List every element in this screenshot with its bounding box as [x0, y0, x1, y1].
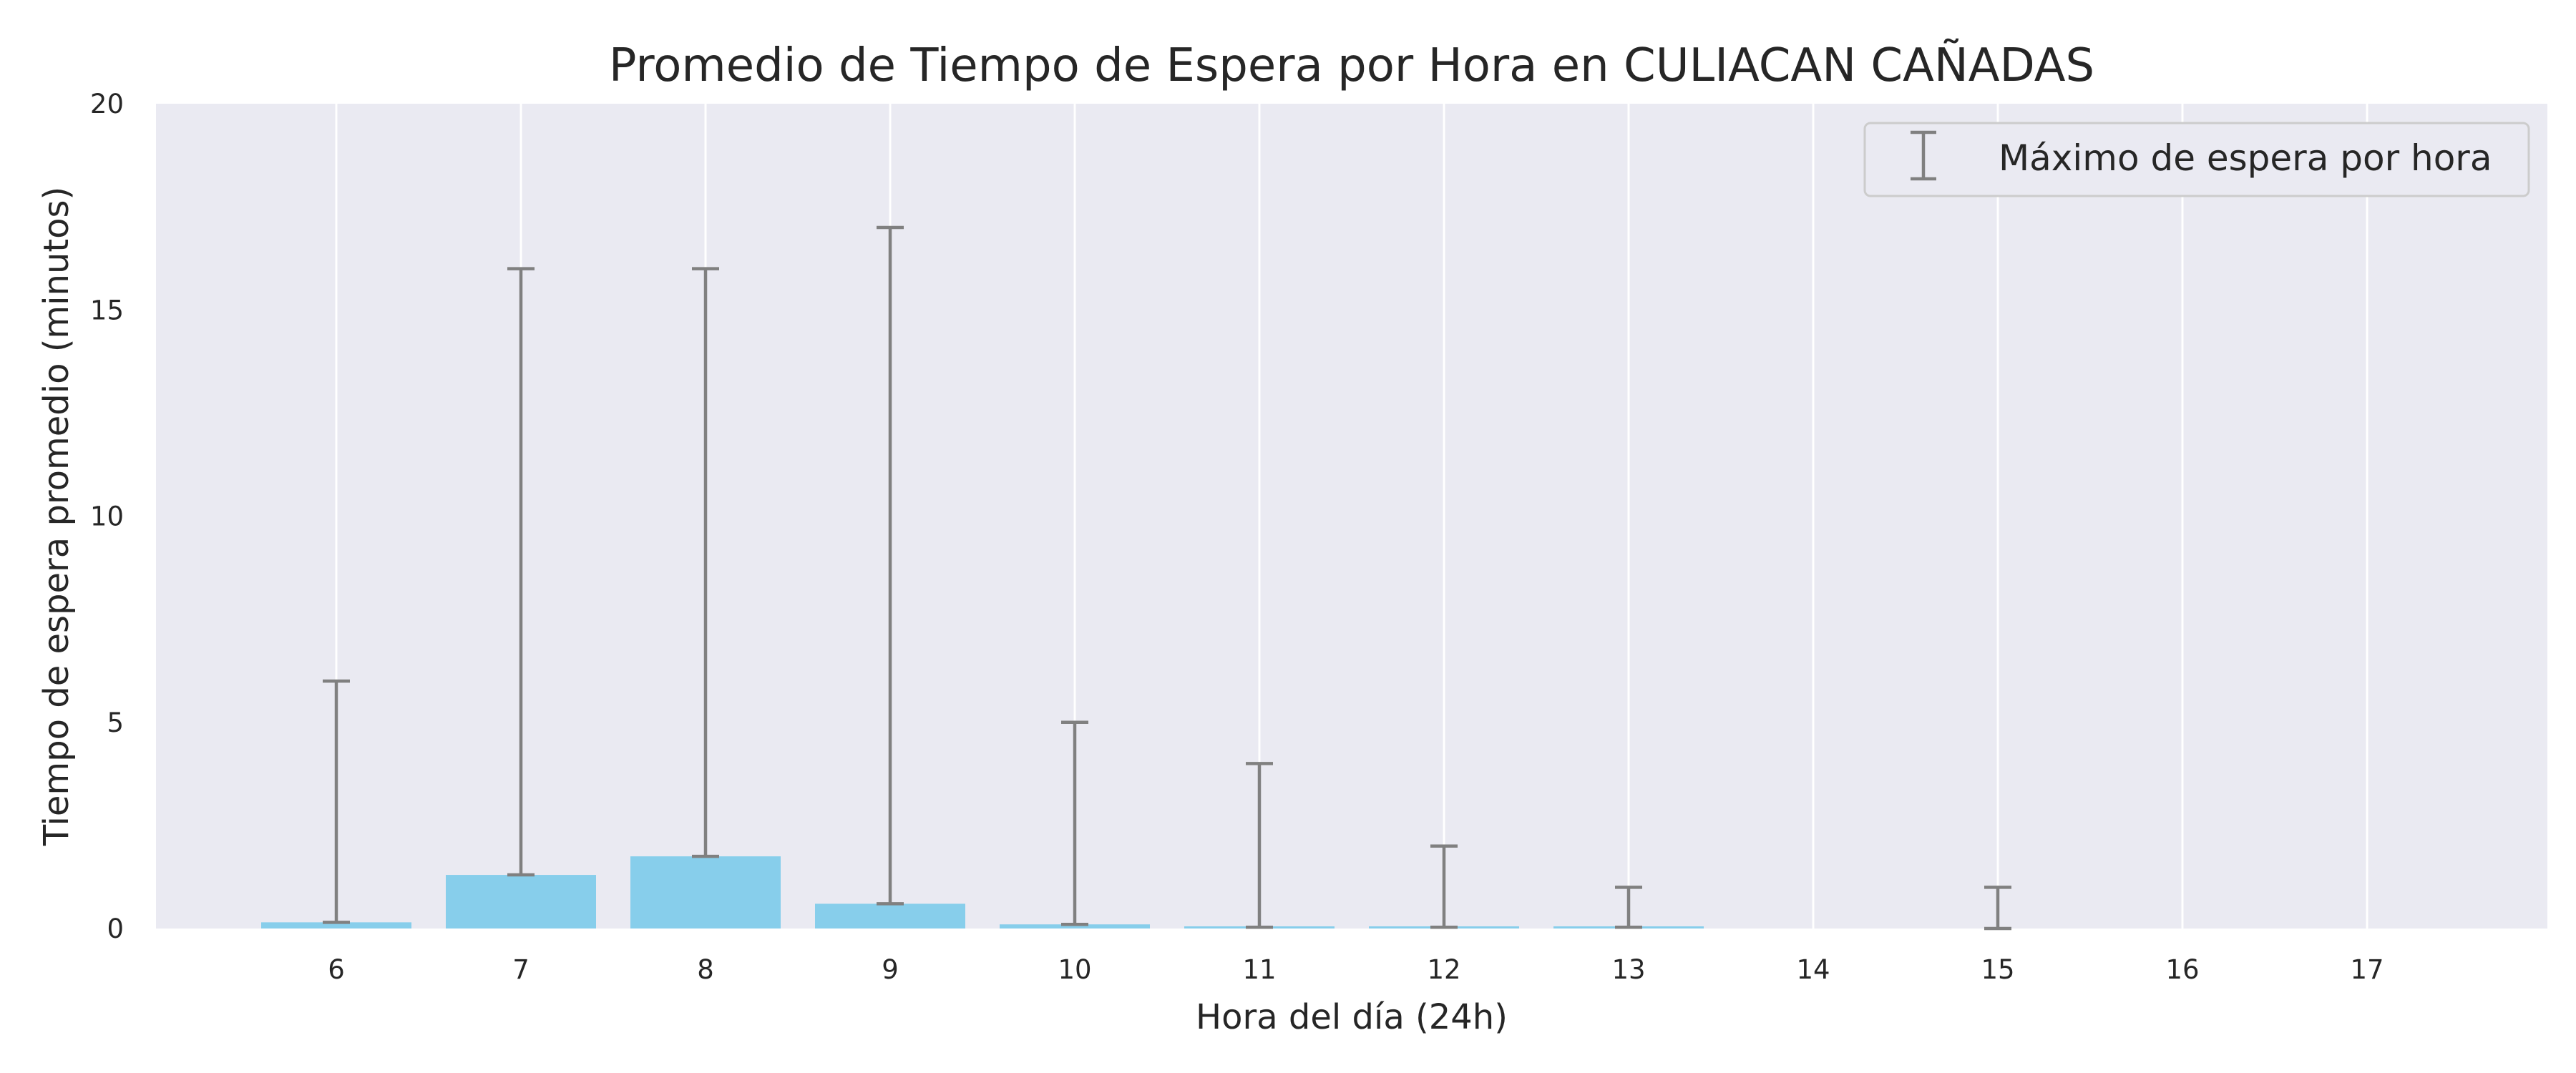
legend-entry: Máximo de espera por hora: [1999, 137, 2492, 179]
errorbar-8: [692, 267, 719, 858]
bar-6: [261, 922, 411, 929]
max-wait-errorbars: [323, 225, 2011, 931]
errorbar-6: [323, 679, 350, 924]
x-tick-labels: 6 7 8 9 10 11 12 13 14 15 16 17: [328, 954, 2384, 985]
x-tick-label: 12: [1427, 954, 1460, 985]
y-tick-label: 15: [90, 295, 124, 325]
bar-9: [815, 903, 965, 929]
y-tick-label: 5: [107, 707, 124, 738]
errorbar-12: [1430, 844, 1458, 929]
x-tick-label: 14: [1796, 954, 1830, 985]
bar-10: [1000, 924, 1150, 929]
x-tick-label: 13: [1611, 954, 1645, 985]
y-tick-labels: 0 5 10 15 20: [90, 89, 124, 944]
errorbar-9: [877, 225, 904, 906]
errorbar-10: [1061, 720, 1088, 926]
y-axis-label: Tiempo de espera promedio (minutos): [36, 187, 77, 847]
legend-errorbar-marker: [1911, 130, 1936, 181]
x-tick-label: 17: [2350, 954, 2384, 985]
legend-box: [1863, 122, 2530, 197]
chart-title: Promedio de Tiempo de Espera por Hora en…: [609, 39, 2094, 92]
errorbar-11: [1246, 762, 1273, 929]
x-tick-label: 8: [697, 954, 714, 985]
x-tick-label: 16: [2165, 954, 2199, 985]
errorbar-13: [1615, 886, 1642, 929]
x-tick-label: 9: [882, 954, 899, 985]
x-tick-label: 6: [328, 954, 345, 985]
x-axis-label: Hora del día (24h): [1196, 997, 1508, 1037]
legend: Máximo de espera por hora: [1863, 122, 2530, 197]
x-tick-label: 7: [512, 954, 530, 985]
x-tick-label: 11: [1242, 954, 1276, 985]
x-tick-label: 10: [1058, 954, 1091, 985]
plot-area: [156, 104, 2547, 929]
bar-8: [630, 856, 781, 929]
bar-7: [446, 875, 596, 929]
y-tick-label: 10: [90, 501, 124, 532]
errorbar-7: [507, 267, 535, 877]
y-tick-label: 0: [107, 913, 124, 944]
y-tick-label: 20: [90, 89, 124, 119]
errorbar-15: [1984, 886, 2011, 931]
grid-lines: [335, 104, 2368, 929]
x-tick-label: 15: [1981, 954, 2014, 985]
